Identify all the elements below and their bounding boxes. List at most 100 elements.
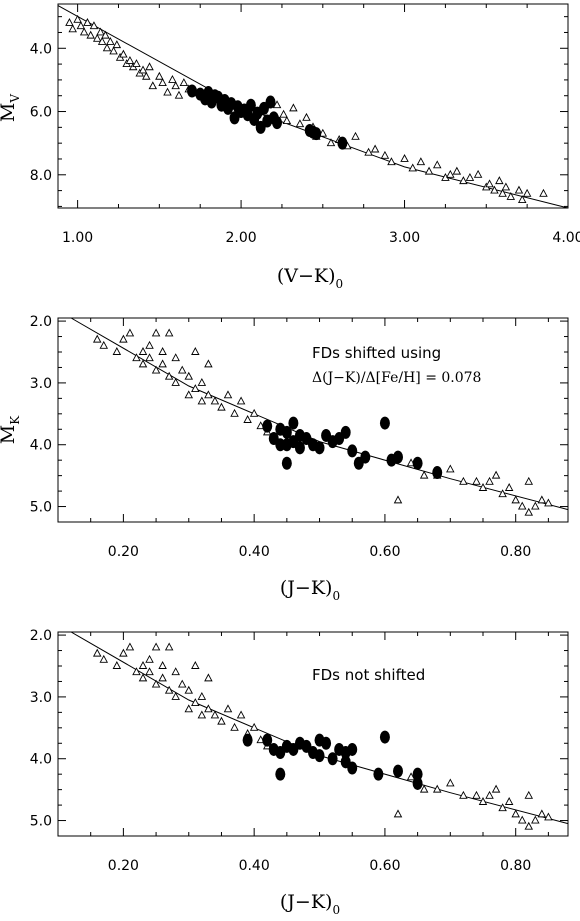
y-tick-label: 2.0 xyxy=(30,314,52,330)
data-point-filled-circle xyxy=(347,742,358,756)
data-point-triangle xyxy=(522,188,532,197)
data-point-triangle xyxy=(243,415,252,423)
data-point-triangle xyxy=(204,704,213,713)
data-point-triangle xyxy=(498,803,507,812)
data-point-triangle xyxy=(419,470,429,479)
x-axis-label-main: (J−K) xyxy=(280,891,333,913)
data-point-triangle xyxy=(148,81,158,90)
y-tick-label: 8.0 xyxy=(30,168,52,184)
data-point-triangle xyxy=(230,722,239,731)
data-point-triangle xyxy=(485,476,494,485)
data-point-triangle xyxy=(472,476,481,485)
data-point-triangle xyxy=(472,790,481,799)
annotation: Δ(J−K)/Δ[Fe/H] = 0.078 xyxy=(312,370,481,386)
data-point-triangle xyxy=(151,328,161,337)
data-point-triangle xyxy=(282,116,292,124)
data-point-triangle xyxy=(177,365,187,374)
data-point-triangle xyxy=(96,27,105,36)
data-point-triangle xyxy=(197,710,207,719)
x-axis-label-subscript: 0 xyxy=(332,589,340,603)
data-point-triangle xyxy=(517,501,527,510)
data-point-triangle xyxy=(302,112,311,121)
data-point-triangle xyxy=(419,784,429,793)
data-point-triangle xyxy=(171,81,180,90)
data-point-triangle xyxy=(380,150,390,159)
data-point-triangle xyxy=(217,716,226,725)
data-point-filled-circle xyxy=(262,419,273,433)
y-tick-label: 5.0 xyxy=(30,814,52,830)
y-tick-label: 3.0 xyxy=(30,376,52,392)
data-point-triangle xyxy=(491,784,501,793)
data-point-triangle xyxy=(504,797,514,805)
data-point-triangle xyxy=(119,49,128,58)
data-point-triangle xyxy=(145,340,154,349)
data-point-triangle xyxy=(171,691,180,700)
annotation: FDs shifted using xyxy=(312,344,441,362)
data-point-filled-circle xyxy=(321,736,332,750)
data-point-triangle xyxy=(119,648,128,657)
data-point-triangle xyxy=(223,704,233,713)
data-point-filled-circle xyxy=(275,767,286,781)
data-point-triangle xyxy=(164,642,174,651)
y-tick-label: 4.0 xyxy=(30,752,52,768)
data-point-triangle xyxy=(138,359,148,368)
data-point-triangle xyxy=(184,371,194,380)
data-point-triangle xyxy=(249,722,259,731)
data-point-triangle xyxy=(79,27,89,36)
data-point-triangle xyxy=(125,55,135,64)
y-axis-label-subscript: K xyxy=(8,415,22,425)
data-point-filled-circle xyxy=(265,95,276,109)
data-point-triangle xyxy=(204,390,213,399)
data-point-triangle xyxy=(406,772,416,781)
data-point-triangle xyxy=(191,347,200,355)
x-axis-label: (J−K)0 xyxy=(280,577,340,603)
data-point-triangle xyxy=(158,78,167,87)
x-tick-label: 0.80 xyxy=(500,858,531,874)
data-point-triangle xyxy=(511,809,520,818)
data-point-triangle xyxy=(112,661,122,669)
data-point-triangle xyxy=(204,673,213,682)
data-point-triangle xyxy=(485,790,494,799)
plot-frame xyxy=(57,631,569,837)
data-point-filled-circle xyxy=(337,136,348,150)
x-tick-label: 3.00 xyxy=(389,230,420,246)
data-point-triangle xyxy=(142,71,151,80)
data-point-triangle xyxy=(73,14,82,23)
data-point-triangle xyxy=(517,815,527,824)
data-point-triangle xyxy=(465,173,475,181)
data-point-triangle xyxy=(92,648,102,657)
x-tick-label: 0.40 xyxy=(239,544,270,560)
data-point-triangle xyxy=(498,489,507,498)
data-point-triangle xyxy=(163,87,172,96)
data-point-triangle xyxy=(65,18,74,26)
data-point-triangle xyxy=(145,353,154,362)
data-point-filled-circle xyxy=(245,98,256,112)
data-point-filled-circle xyxy=(311,127,322,141)
x-axis-label: (V−K)0 xyxy=(277,265,343,291)
fit-line xyxy=(57,5,569,209)
data-point-triangle xyxy=(517,195,527,204)
data-point-triangle xyxy=(531,815,540,824)
data-point-triangle xyxy=(289,103,298,112)
data-point-triangle xyxy=(478,483,488,491)
data-point-triangle xyxy=(524,821,534,830)
data-point-triangle xyxy=(197,396,207,405)
data-point-triangle xyxy=(393,809,403,818)
data-point-triangle xyxy=(230,408,239,417)
data-point-triangle xyxy=(158,661,167,669)
data-point-triangle xyxy=(119,334,128,343)
data-point-triangle xyxy=(76,21,86,30)
data-point-triangle xyxy=(138,661,148,669)
data-point-filled-circle xyxy=(412,767,423,781)
data-point-triangle xyxy=(204,359,213,368)
data-point-filled-circle xyxy=(393,450,403,464)
x-tick-label: 0.20 xyxy=(108,544,139,560)
y-tick-label: 5.0 xyxy=(30,500,52,516)
data-point-triangle xyxy=(370,144,380,153)
fit-line xyxy=(70,631,569,825)
data-point-triangle xyxy=(158,347,167,355)
y-tick-label: 3.0 xyxy=(30,690,52,706)
data-point-triangle xyxy=(210,710,220,719)
y-tick-label: 2.0 xyxy=(30,628,52,644)
data-point-filled-circle xyxy=(347,444,358,458)
